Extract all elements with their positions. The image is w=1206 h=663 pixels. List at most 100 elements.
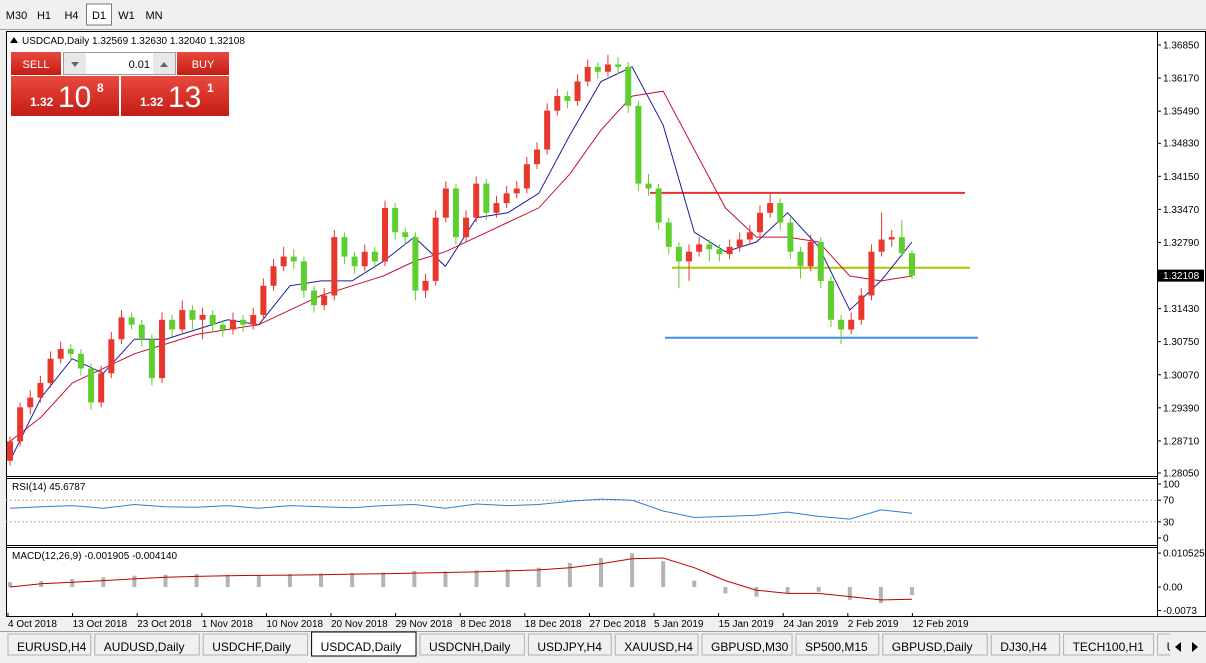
macd-bar	[661, 561, 666, 587]
date-label: 4 Oct 2018	[8, 619, 57, 630]
macd-bar	[474, 570, 479, 587]
candle-body	[17, 407, 24, 442]
period-button[interactable]	[4, 4, 29, 25]
tab[interactable]	[94, 633, 200, 656]
date-label: 8 Dec 2018	[460, 619, 512, 630]
candle-body	[675, 246, 682, 262]
tab[interactable]	[1157, 633, 1190, 656]
tab[interactable]	[419, 633, 525, 656]
macd-bar	[256, 575, 261, 587]
macd-bar	[630, 553, 635, 587]
macd-bar	[8, 582, 12, 587]
candle-body	[523, 164, 530, 189]
tab-scroll-left[interactable]	[1175, 642, 1181, 652]
tab[interactable]	[990, 633, 1061, 656]
buy-button[interactable]	[177, 52, 229, 75]
period-button[interactable]	[114, 4, 139, 25]
period-button[interactable]	[31, 4, 57, 25]
macd-bar	[412, 570, 417, 587]
tab[interactable]	[202, 633, 309, 656]
tab-label: SP500,M15	[805, 640, 868, 654]
candle-body	[848, 319, 855, 330]
candle-body	[432, 217, 439, 281]
tab-label: GBPUSD,Daily	[892, 640, 973, 654]
date-label: 29 Nov 2018	[396, 619, 453, 630]
candle-body	[898, 237, 905, 254]
macd-tick-label: 0.00	[1163, 582, 1183, 593]
date-label: 2 Feb 2019	[848, 619, 899, 630]
macd-tick-label: 0.010525	[1163, 549, 1205, 560]
date-label: 1 Nov 2018	[202, 619, 254, 630]
macd-bar	[598, 558, 603, 587]
buy-label: BUY	[192, 59, 215, 71]
period-label: D1	[92, 10, 106, 22]
tab-scroll-right[interactable]	[1192, 642, 1198, 652]
period-button[interactable]	[86, 3, 112, 26]
candle-body	[554, 96, 561, 111]
period-label: M30	[6, 10, 27, 22]
tab[interactable]	[882, 633, 988, 656]
candle-body	[311, 290, 318, 306]
candle-body	[270, 266, 277, 286]
period-button[interactable]	[141, 4, 167, 25]
tab-label: USDCHF,Daily	[212, 640, 291, 654]
down-arrow	[71, 62, 79, 67]
date-label: 20 Nov 2018	[331, 619, 388, 630]
rsi-label: RSI(14) 45.6787	[12, 482, 86, 493]
sell-button[interactable]	[11, 52, 61, 75]
candle-body	[594, 66, 601, 72]
candle-body	[392, 207, 399, 233]
macd-bar	[878, 586, 883, 604]
macd-bar	[847, 586, 852, 600]
tab[interactable]	[795, 633, 880, 656]
bid-big: 10	[58, 81, 91, 114]
candle-body	[27, 397, 34, 408]
period-label: MN	[145, 10, 162, 22]
chart-window	[6, 31, 1206, 617]
collapse-icon[interactable]	[10, 37, 18, 43]
candle-body	[412, 237, 419, 291]
candle-body	[817, 241, 824, 281]
candle-body	[260, 285, 267, 315]
candle-body	[77, 353, 84, 369]
candle-body	[381, 207, 388, 262]
candle-body	[868, 251, 875, 296]
bid-prefix: 1.32	[30, 95, 54, 109]
tab[interactable]	[311, 631, 417, 657]
macd-bar	[754, 586, 759, 597]
candle-body	[47, 358, 54, 384]
tab-label: XAUUSD,H4	[624, 640, 693, 654]
macd-bar	[319, 573, 324, 587]
tab[interactable]	[7, 633, 92, 656]
bid-box[interactable]	[11, 76, 119, 116]
macd-bar	[70, 578, 75, 587]
price-tick-label: 1.31430	[1163, 304, 1200, 315]
candle-body	[534, 149, 541, 165]
ask-pip: 1	[207, 81, 214, 95]
macd-bar	[132, 575, 137, 587]
tab[interactable]	[701, 633, 793, 656]
candle-body	[564, 96, 571, 101]
lot-input[interactable]	[63, 52, 176, 75]
candle-body	[645, 183, 652, 189]
last-price-label: 1.32108	[1163, 271, 1200, 282]
candle-body	[665, 222, 672, 247]
period-button[interactable]	[59, 4, 84, 25]
tab[interactable]	[527, 633, 612, 656]
candle-body	[767, 203, 774, 213]
candle-body	[98, 373, 105, 403]
candle-body	[57, 348, 64, 359]
price-tick-label: 1.33470	[1163, 205, 1200, 216]
tab[interactable]	[1063, 633, 1155, 656]
candle-body	[290, 256, 297, 262]
candle-body	[736, 239, 743, 247]
candle-body	[787, 222, 794, 252]
ask-box[interactable]	[121, 76, 229, 116]
candle-body	[108, 339, 115, 374]
macd-bar	[785, 586, 790, 594]
candle-body	[422, 280, 429, 291]
candle-body	[7, 441, 13, 461]
tab-label: DJ30,H4	[1000, 640, 1047, 654]
tab[interactable]	[614, 633, 699, 656]
